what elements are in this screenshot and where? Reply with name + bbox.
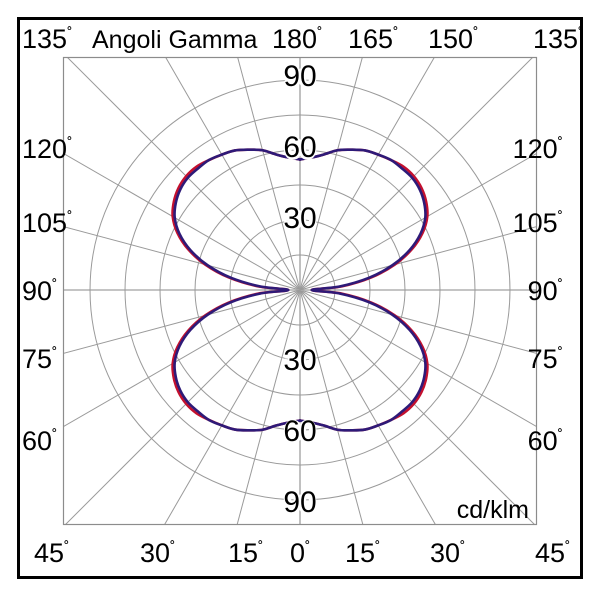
plot-box-border xyxy=(62,56,538,526)
top-angle-label: 150˚ xyxy=(428,24,478,54)
left-angle-label: 75˚ xyxy=(22,344,57,374)
bottom-angle-label: 45˚ xyxy=(535,538,570,568)
radial-tick-label-halo: 90 xyxy=(285,62,315,92)
curve-layer xyxy=(171,148,429,432)
radial-tick-label: 90 xyxy=(283,486,316,519)
grid-spoke xyxy=(236,57,363,525)
bottom-angle-label: 30˚ xyxy=(430,538,465,568)
top-angle-labels: 135˚ 180˚ 165˚ 150˚ 135˚ xyxy=(22,24,583,54)
bottom-angle-label: 30˚ xyxy=(140,538,175,568)
intensity-curve xyxy=(173,148,427,432)
grid-circle xyxy=(264,254,336,326)
grid-circle xyxy=(194,184,406,396)
radial-tick-label-halo: 30 xyxy=(285,204,315,234)
top-angle-label: 165˚ xyxy=(348,24,398,54)
radial-tick-label-halo: 60 xyxy=(285,133,315,163)
right-angle-labels: 120˚ 105˚ 90˚ 75˚ 60˚ xyxy=(513,134,563,456)
chart-title: Angoli Gamma xyxy=(92,26,257,54)
right-angle-label: 105˚ xyxy=(513,208,563,238)
left-angle-labels: 120˚ 105˚ 90˚ 75˚ 60˚ xyxy=(22,134,72,456)
left-angle-label: 90˚ xyxy=(22,276,57,306)
top-angle-label: 135˚ xyxy=(533,24,583,54)
radial-tick-label: 30 xyxy=(283,344,316,377)
top-angle-label: 135˚ xyxy=(22,24,72,54)
top-angle-label: 180˚ xyxy=(272,24,322,54)
right-angle-label: 120˚ xyxy=(513,134,563,164)
right-angle-label: 75˚ xyxy=(528,344,563,374)
radial-tick-label: 90 xyxy=(283,60,316,93)
grid-circle xyxy=(229,219,371,361)
left-angle-label: 105˚ xyxy=(22,208,72,238)
bottom-angle-labels: 45˚ 30˚ 15˚ 0˚ 15˚ 30˚ 45˚ xyxy=(34,538,570,568)
radial-tick-label: 60 xyxy=(283,415,316,448)
right-angle-label: 90˚ xyxy=(528,276,563,306)
radial-tick-label-halo: 60 xyxy=(285,417,315,447)
unit-label: cd/klm xyxy=(457,496,529,524)
bottom-angle-label: 45˚ xyxy=(34,538,69,568)
left-angle-label: 60˚ xyxy=(22,426,57,456)
radial-tick-label-halo: 90 xyxy=(285,488,315,518)
bottom-angle-label: 15˚ xyxy=(228,538,263,568)
grid-circle xyxy=(124,114,476,466)
bottom-angle-label: 15˚ xyxy=(345,538,380,568)
right-angle-label: 60˚ xyxy=(528,426,563,456)
radial-tick-label: 30 xyxy=(283,202,316,235)
radial-tick-label: 60 xyxy=(283,131,316,164)
grid-circle xyxy=(159,149,441,431)
radial-tick-label-halo: 30 xyxy=(285,346,315,376)
bottom-angle-label: 0˚ xyxy=(290,538,310,568)
grid-circle xyxy=(89,79,511,501)
outer-frame xyxy=(17,17,583,579)
left-angle-label: 120˚ xyxy=(22,134,72,164)
